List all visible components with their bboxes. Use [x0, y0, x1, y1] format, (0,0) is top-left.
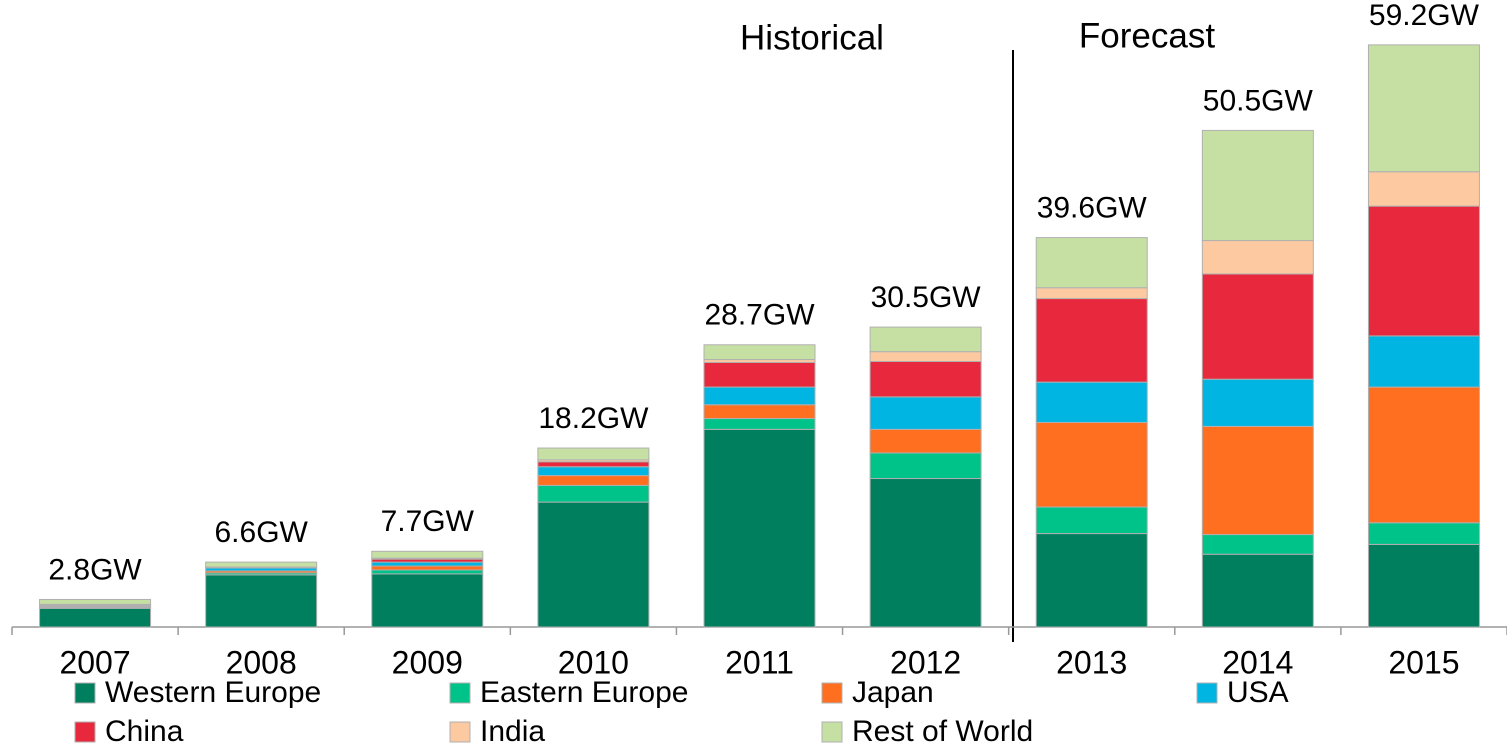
bar-segment: [1035, 506, 1148, 535]
bar-segment: [205, 574, 318, 628]
bar-segment: [1035, 533, 1148, 628]
bar-segment: [869, 326, 982, 353]
bar-segment: [1367, 171, 1480, 207]
bar-segment: [1201, 534, 1314, 555]
bar-segment: [703, 404, 816, 420]
legend-swatch: [74, 682, 96, 704]
bar-segment: [703, 344, 816, 361]
x-tick-label: 2015: [1388, 644, 1459, 680]
bar-segment: [869, 478, 982, 628]
total-label: 18.2GW: [538, 402, 649, 435]
bar-segment: [869, 428, 982, 454]
legend-swatch: [821, 721, 843, 743]
bar-segment: [1201, 240, 1314, 275]
bar-segment: [537, 475, 650, 486]
x-tick-label: 2010: [558, 644, 629, 680]
bar-segment: [537, 466, 650, 477]
bar-segment: [537, 461, 650, 468]
legend-label: India: [480, 715, 545, 747]
bar-segment: [1367, 44, 1480, 173]
x-tick-label: 2011: [725, 644, 794, 680]
bar-segment: [1367, 522, 1480, 545]
bar-segment: [1201, 273, 1314, 380]
total-label: 39.6GW: [1037, 192, 1148, 225]
legend-label: Western Europe: [105, 676, 321, 709]
bar-segment: [39, 598, 152, 605]
total-label: 6.6GW: [214, 516, 308, 549]
bar-segment: [1035, 298, 1148, 383]
bar-segment: [371, 573, 484, 628]
bar-segment: [1367, 386, 1480, 524]
bar-segment: [1201, 129, 1314, 242]
bar-segment: [869, 396, 982, 430]
bar-segment: [703, 428, 816, 628]
bar-segment: [39, 607, 152, 628]
bar-segment: [205, 561, 318, 568]
bar-segment: [537, 484, 650, 503]
bar-segment: [1035, 421, 1148, 508]
legend-label: USA: [1227, 676, 1289, 709]
legend-swatch: [74, 721, 96, 743]
legend-label: China: [105, 715, 184, 747]
total-label: 59.2GW: [1369, 0, 1480, 32]
bar-segment: [371, 550, 484, 559]
bar-segment: [537, 501, 650, 628]
total-label: 2.8GW: [48, 553, 142, 586]
legend-label: Eastern Europe: [480, 676, 688, 709]
bar-segment: [1367, 205, 1480, 337]
bar-segment: [371, 569, 484, 575]
x-tick-label: 2007: [59, 644, 130, 680]
total-label: 7.7GW: [381, 505, 475, 538]
bar-segment: [703, 418, 816, 430]
bar-segment: [1201, 378, 1314, 427]
annotation: Forecast: [1079, 16, 1215, 55]
legend-swatch: [821, 682, 843, 704]
bar-segment: [869, 361, 982, 398]
x-tick-label: 2009: [392, 644, 463, 680]
bar-segment: [1035, 381, 1148, 423]
x-tick-label: 2012: [890, 644, 961, 680]
legend-swatch: [449, 721, 471, 743]
total-label: 50.5GW: [1203, 84, 1314, 117]
bar-segment: [1201, 553, 1314, 628]
total-label: 30.5GW: [871, 281, 982, 314]
bar-segment: [371, 565, 484, 571]
bar-segment: [371, 561, 484, 567]
bar-segment: [703, 361, 816, 388]
bar-segment: [1367, 543, 1480, 628]
legend-label: Japan: [852, 676, 934, 709]
x-tick-label: 2014: [1222, 644, 1293, 680]
bar-segment: [1035, 237, 1148, 289]
bar-segment: [869, 351, 982, 362]
bar-segment: [703, 386, 816, 406]
x-tick-label: 2013: [1056, 644, 1127, 680]
bar-segment: [537, 447, 650, 461]
bar-segment: [1035, 287, 1148, 300]
legend-swatch: [1196, 682, 1218, 704]
legend-label: Rest of World: [852, 715, 1033, 747]
annotation: Historical: [740, 18, 884, 57]
legend-swatch: [449, 682, 471, 704]
bar-segment: [1201, 425, 1314, 536]
x-tick-label: 2008: [226, 644, 297, 680]
bar-segment: [869, 452, 982, 480]
bar-segment: [1367, 335, 1480, 388]
total-label: 28.7GW: [704, 299, 815, 332]
